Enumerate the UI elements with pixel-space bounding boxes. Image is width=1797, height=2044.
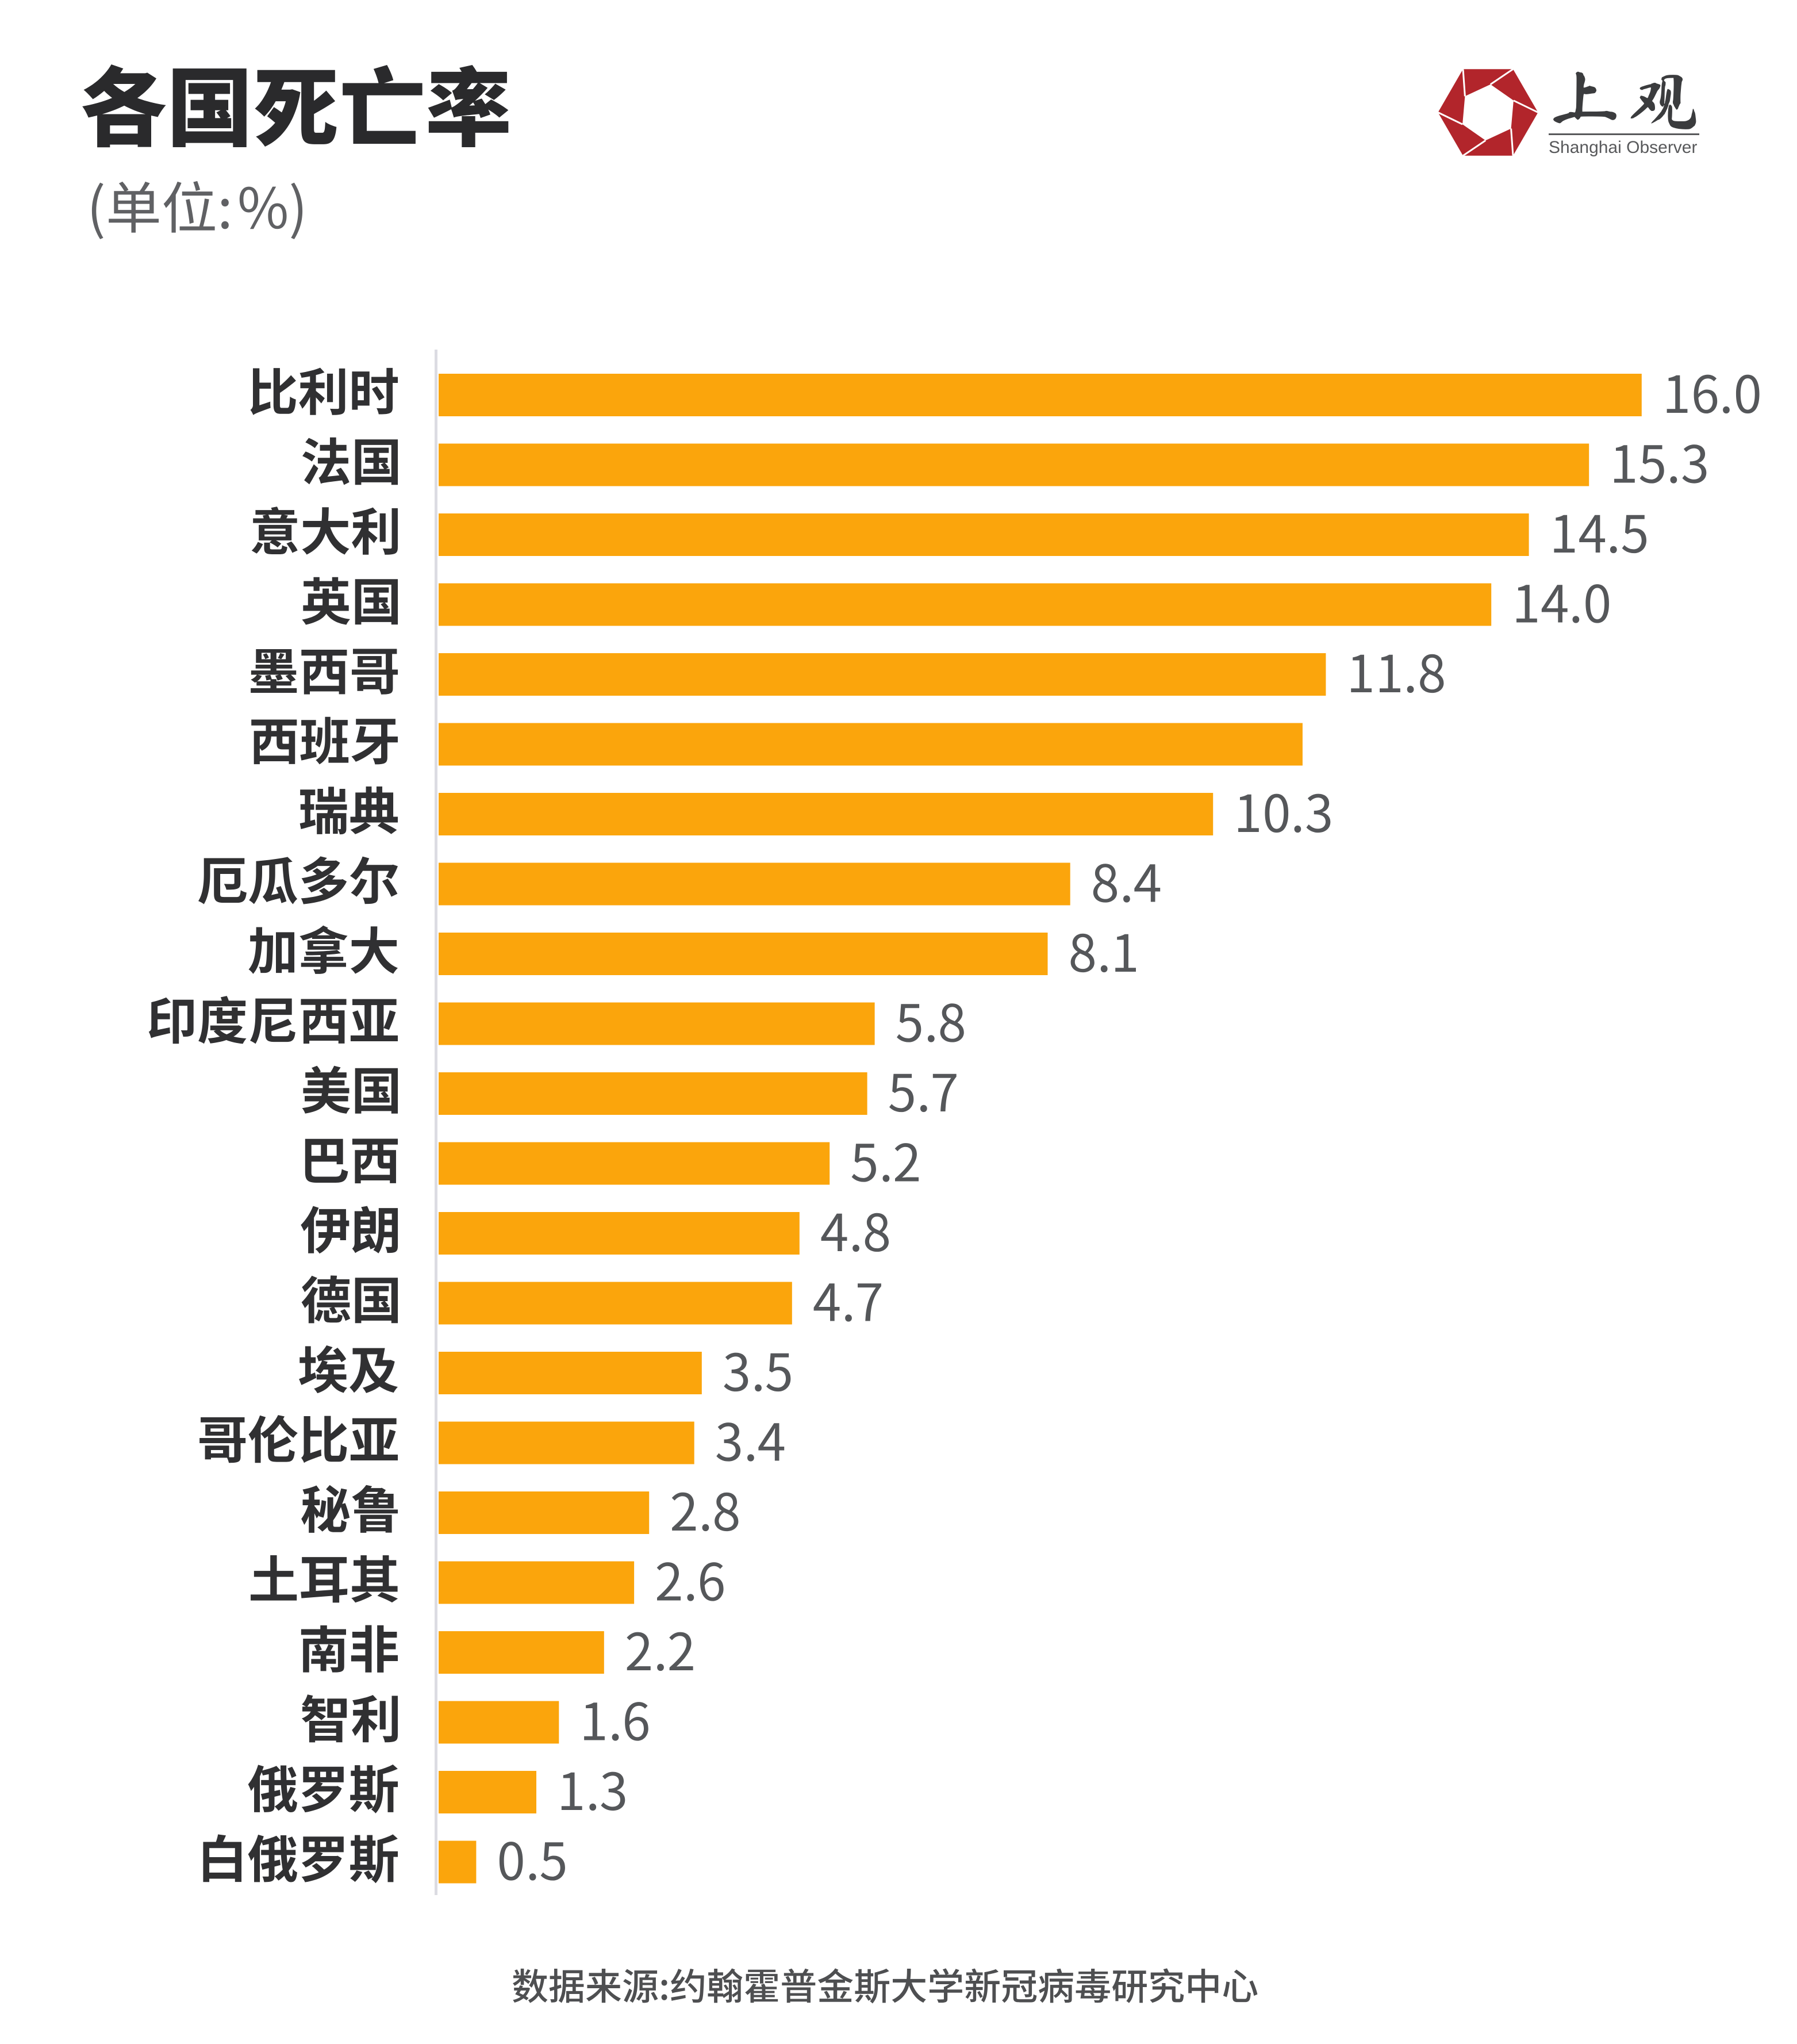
svg-text:Shanghai Observer: Shanghai Observer: [1549, 138, 1698, 157]
